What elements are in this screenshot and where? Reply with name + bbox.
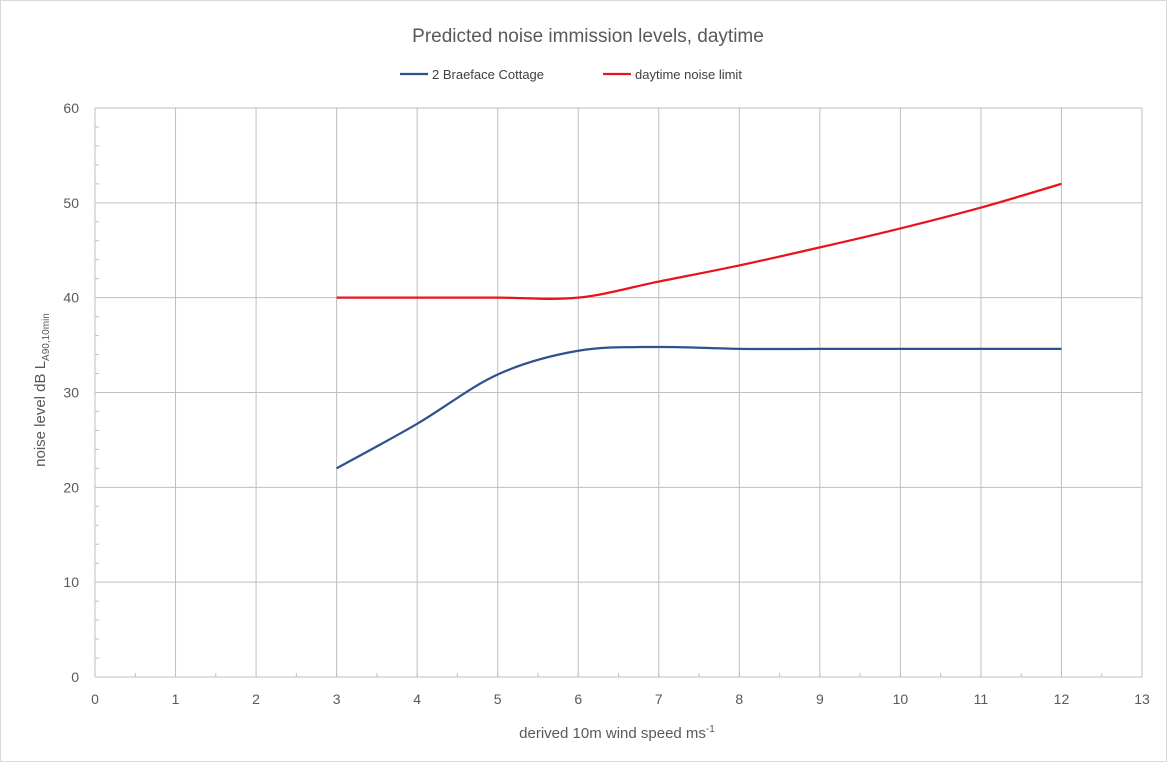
chart-title: Predicted noise immission levels, daytim… bbox=[412, 26, 764, 47]
x-axis-title-main: derived 10m wind speed ms bbox=[519, 725, 706, 742]
series-line-1 bbox=[336, 345, 1062, 470]
y-tick-label: 30 bbox=[63, 385, 79, 401]
x-tick-label: 13 bbox=[1134, 691, 1150, 707]
y-axis-ticks: 0 10 20 30 40 50 60 bbox=[63, 100, 79, 685]
x-axis-title: derived 10m wind speed ms-1 bbox=[519, 724, 715, 742]
y-tick-label: 0 bbox=[71, 669, 79, 685]
x-tick-label: 3 bbox=[333, 691, 341, 707]
y-axis-title-main: noise level dB L bbox=[32, 361, 49, 467]
legend-item-2: daytime noise limit bbox=[603, 67, 742, 82]
x-tick-label: 10 bbox=[893, 691, 909, 707]
series-line-2 bbox=[336, 182, 1062, 300]
gridlines bbox=[94, 107, 1143, 678]
y-tick-label: 50 bbox=[63, 195, 79, 211]
x-tick-label: 0 bbox=[91, 691, 99, 707]
x-tick-label: 9 bbox=[816, 691, 824, 707]
x-axis-title-superscript: -1 bbox=[706, 724, 715, 735]
x-tick-label: 5 bbox=[494, 691, 502, 707]
x-tick-label: 1 bbox=[172, 691, 180, 707]
x-tick-label: 6 bbox=[574, 691, 582, 707]
x-tick-label: 12 bbox=[1054, 691, 1070, 707]
y-tick-label: 20 bbox=[63, 479, 79, 495]
legend-label: daytime noise limit bbox=[635, 67, 742, 82]
x-tick-label: 4 bbox=[413, 691, 421, 707]
y-tick-label: 60 bbox=[63, 100, 79, 116]
y-tick-label: 40 bbox=[63, 290, 79, 306]
y-axis-title: noise level dB LA90,10min bbox=[32, 313, 52, 467]
x-tick-label: 7 bbox=[655, 691, 663, 707]
x-tick-label: 11 bbox=[974, 691, 989, 707]
y-tick-label: 10 bbox=[63, 574, 79, 590]
series-lines bbox=[336, 182, 1062, 470]
legend: 2 Braeface Cottage daytime noise limit bbox=[400, 67, 742, 82]
legend-item-1: 2 Braeface Cottage bbox=[400, 67, 544, 82]
x-axis-ticks: 0 1 2 3 4 5 6 7 8 9 10 11 12 13 bbox=[91, 691, 1150, 707]
x-tick-label: 8 bbox=[735, 691, 743, 707]
x-tick-label: 2 bbox=[252, 691, 260, 707]
legend-label: 2 Braeface Cottage bbox=[432, 67, 544, 82]
y-axis-title-subscript: A90,10min bbox=[41, 313, 52, 361]
